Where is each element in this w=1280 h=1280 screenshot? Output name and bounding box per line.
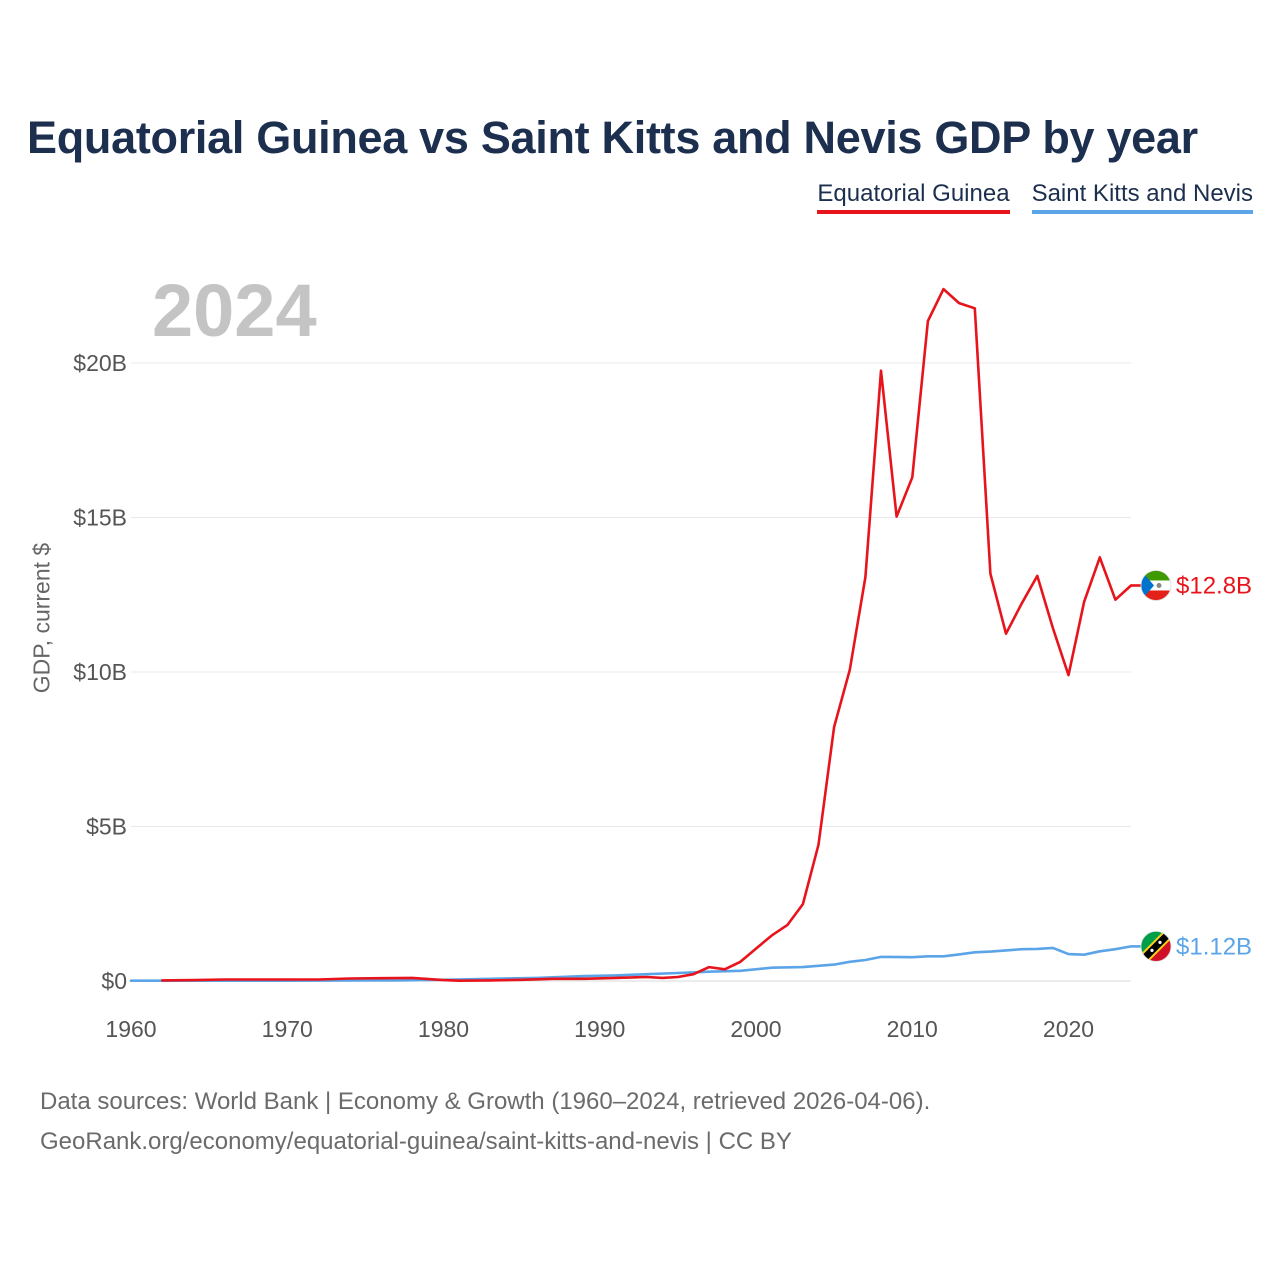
y-tick-label: $5B bbox=[86, 814, 127, 840]
footer-sources: Data sources: World Bank | Economy & Gro… bbox=[40, 1088, 931, 1115]
chart-title: Equatorial Guinea vs Saint Kitts and Nev… bbox=[27, 112, 1198, 163]
x-tick-label: 1980 bbox=[418, 1016, 469, 1042]
y-tick-label: $20B bbox=[73, 350, 127, 376]
current-year-label: 2024 bbox=[152, 269, 317, 352]
legend-item-saint-kitts-and-nevis[interactable]: Saint Kitts and Nevis bbox=[1031, 180, 1253, 214]
series-lines bbox=[129, 287, 1133, 983]
x-axis-ticks: 1960 1970 1980 1990 2000 2010 2020 bbox=[105, 1016, 1094, 1042]
end-value-label: $1.12B bbox=[1176, 933, 1252, 960]
series-line-saint-kitts-and-nevis[interactable] bbox=[129, 945, 1133, 983]
y-tick-label: $15B bbox=[73, 505, 127, 531]
saint-kitts-and-nevis-flag-icon bbox=[1140, 930, 1172, 962]
legend-item-equatorial-guinea[interactable]: Equatorial Guinea bbox=[817, 180, 1010, 214]
y-tick-label: $0 bbox=[101, 968, 127, 994]
equatorial-guinea-flag-icon bbox=[1140, 570, 1172, 601]
x-tick-label: 2010 bbox=[887, 1016, 938, 1042]
x-tick-label: 2000 bbox=[730, 1016, 781, 1042]
footer: Data sources: World Bank | Economy & Gro… bbox=[40, 1082, 930, 1162]
y-tick-label: $10B bbox=[73, 659, 127, 685]
x-tick-label: 1960 bbox=[105, 1016, 156, 1042]
gridlines bbox=[131, 362, 1131, 982]
x-tick-label: 2020 bbox=[1043, 1016, 1094, 1042]
series-line-equatorial-guinea[interactable] bbox=[161, 287, 1133, 983]
x-tick-label: 1990 bbox=[574, 1016, 625, 1042]
x-tick-label: 1970 bbox=[262, 1016, 313, 1042]
series-end-markers: $12.8B $1.12B bbox=[1131, 570, 1252, 962]
footer-attribution[interactable]: GeoRank.org/economy/equatorial-guinea/sa… bbox=[40, 1128, 792, 1155]
legend: Equatorial Guinea Saint Kitts and Nevis bbox=[817, 180, 1253, 214]
y-axis-ticks: $0 $5B $10B $15B $20B bbox=[73, 350, 127, 994]
end-value-label: $12.8B bbox=[1176, 572, 1252, 599]
